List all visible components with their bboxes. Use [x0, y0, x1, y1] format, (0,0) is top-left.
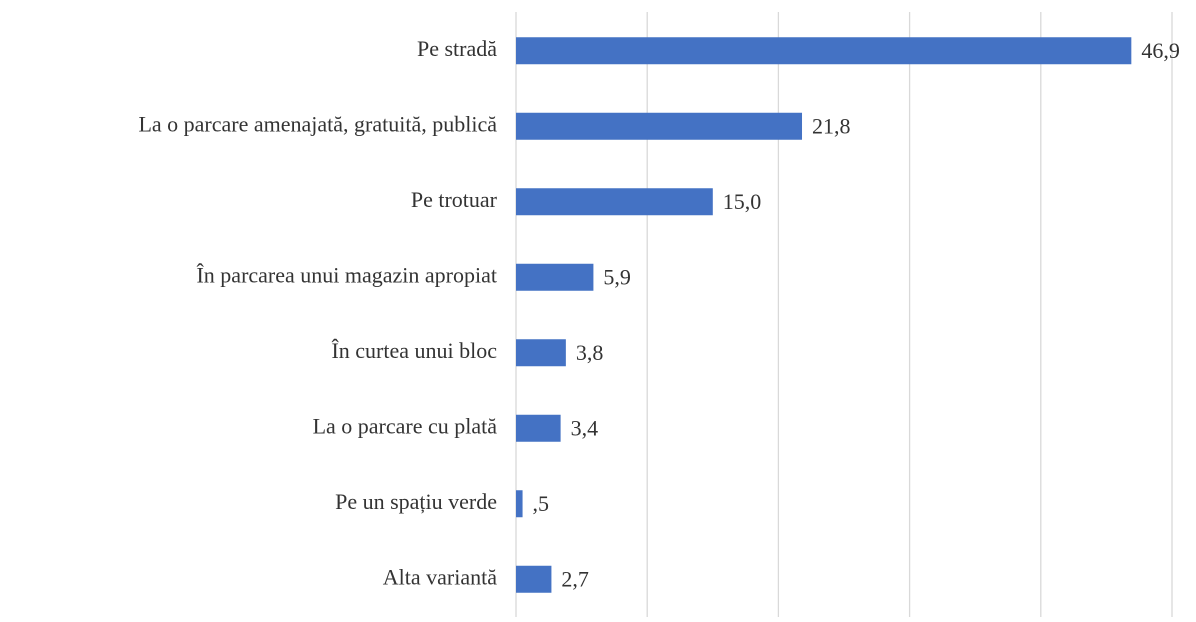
- bar: [516, 339, 566, 367]
- category-label: La o parcare cu plată: [313, 413, 498, 438]
- value-label: 21,8: [812, 113, 851, 138]
- bar: [516, 490, 523, 518]
- value-label: 5,9: [603, 264, 631, 289]
- category-label: Pe stradă: [417, 36, 497, 61]
- bar: [516, 112, 803, 140]
- category-label: Alta variantă: [383, 564, 497, 589]
- value-label: 15,0: [723, 189, 762, 214]
- category-label: În parcarea unui magazin apropiat: [196, 262, 497, 287]
- bar: [516, 188, 713, 216]
- value-label: 46,9: [1141, 38, 1180, 63]
- bar: [516, 565, 552, 593]
- category-label: Pe trotuar: [411, 187, 498, 212]
- bar: [516, 37, 1132, 65]
- bar: [516, 263, 594, 291]
- category-label: Pe un spațiu verde: [335, 489, 497, 514]
- value-label: ,5: [533, 491, 550, 516]
- value-label: 2,7: [561, 566, 589, 591]
- category-label: La o parcare amenajată, gratuită, public…: [138, 111, 497, 136]
- value-label: 3,8: [576, 340, 604, 365]
- value-label: 3,4: [571, 415, 599, 440]
- category-label: În curtea unui bloc: [331, 338, 497, 363]
- bar: [516, 414, 561, 442]
